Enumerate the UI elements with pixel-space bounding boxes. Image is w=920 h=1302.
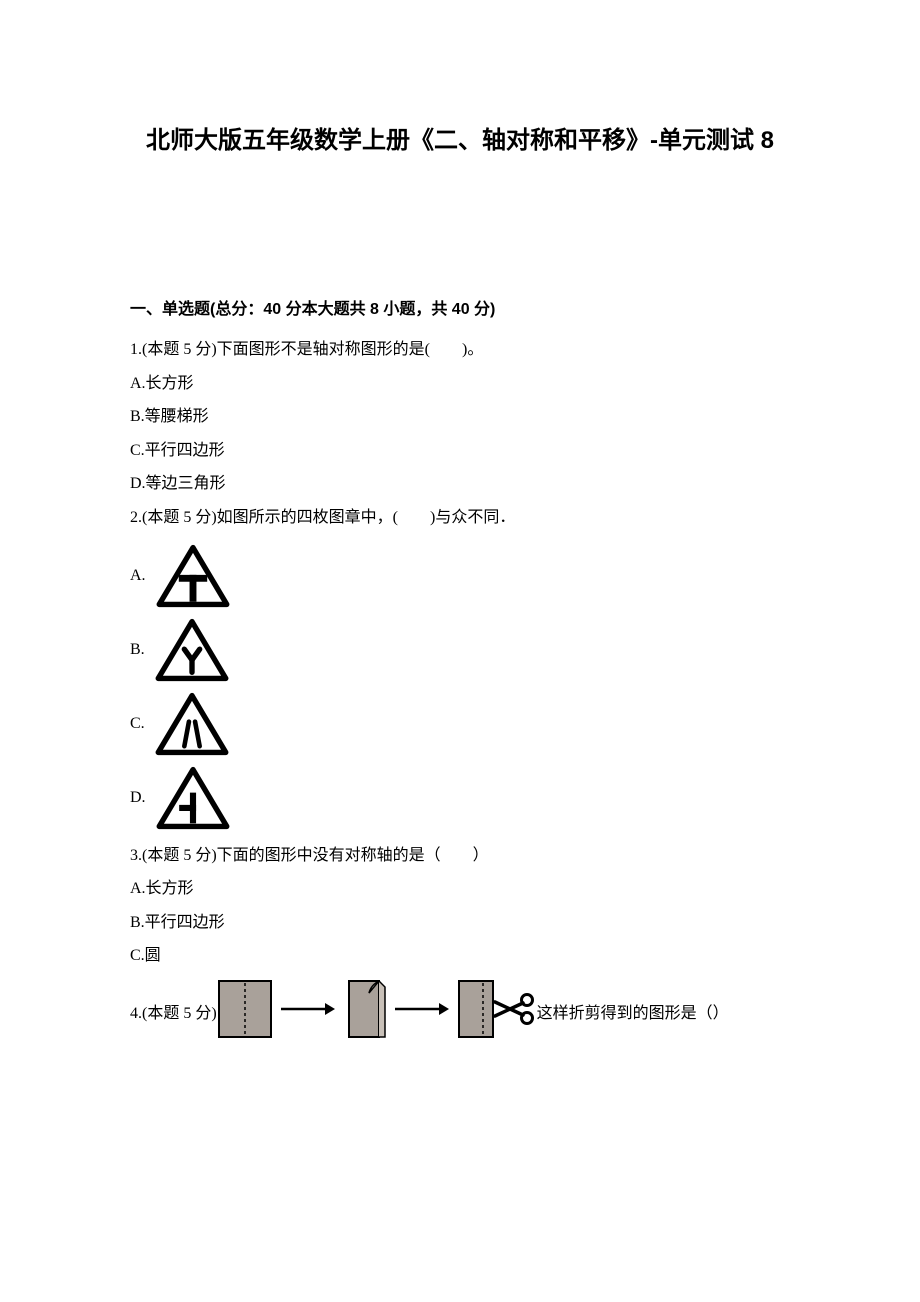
scissors-icon <box>493 992 537 1031</box>
q1-opt-a: A.长方形 <box>130 367 790 401</box>
arrow2-icon <box>393 999 451 1024</box>
triangle-y-icon <box>153 617 231 683</box>
fold-step1-icon <box>217 979 273 1044</box>
page: 北师大版五年级数学上册《二、轴对称和平移》-单元测试 8 一、单选题(总分：40… <box>0 0 920 1302</box>
q2-opt-d-label: D. <box>130 789 146 807</box>
fold-step2-icon <box>343 979 387 1044</box>
q2-opt-c: C. <box>130 691 790 757</box>
triangle-lines-icon <box>153 691 231 757</box>
q1-text: 1.(本题 5 分)下面图形不是轴对称图形的是( )。 <box>130 333 790 367</box>
q1-opt-c: C.平行四边形 <box>130 434 790 468</box>
triangle-side-t-icon <box>154 765 232 831</box>
q2-opt-b: B. <box>130 617 790 683</box>
q4-row: 4.(本题 5 分) <box>130 979 790 1044</box>
q3-opt-c: C.圆 <box>130 939 790 973</box>
q3-text: 3.(本题 5 分)下面的图形中没有对称轴的是（ ） <box>130 839 790 873</box>
document-title: 北师大版五年级数学上册《二、轴对称和平移》-单元测试 8 <box>130 120 790 155</box>
q2-opt-d: D. <box>130 765 790 831</box>
q4-prefix: 4.(本题 5 分) <box>130 999 217 1023</box>
q3-opt-b: B.平行四边形 <box>130 906 790 940</box>
q2-opt-a-label: A. <box>130 567 146 585</box>
q3-opt-a: A.长方形 <box>130 872 790 906</box>
q2-opt-a: A. <box>130 543 790 609</box>
fold-step3-icon <box>457 979 495 1044</box>
triangle-t-icon <box>154 543 232 609</box>
q2-text: 2.(本题 5 分)如图所示的四枚图章中，( )与众不同． <box>130 501 790 535</box>
q4-suffix: 这样折剪得到的图形是（） <box>537 999 729 1023</box>
q1-opt-d: D.等边三角形 <box>130 467 790 501</box>
arrow1-icon <box>279 999 337 1024</box>
q2-opt-c-label: C. <box>130 715 145 733</box>
q1-opt-b: B.等腰梯形 <box>130 400 790 434</box>
q2-opt-b-label: B. <box>130 641 145 659</box>
section-header: 一、单选题(总分：40 分本大题共 8 小题，共 40 分) <box>130 295 790 319</box>
